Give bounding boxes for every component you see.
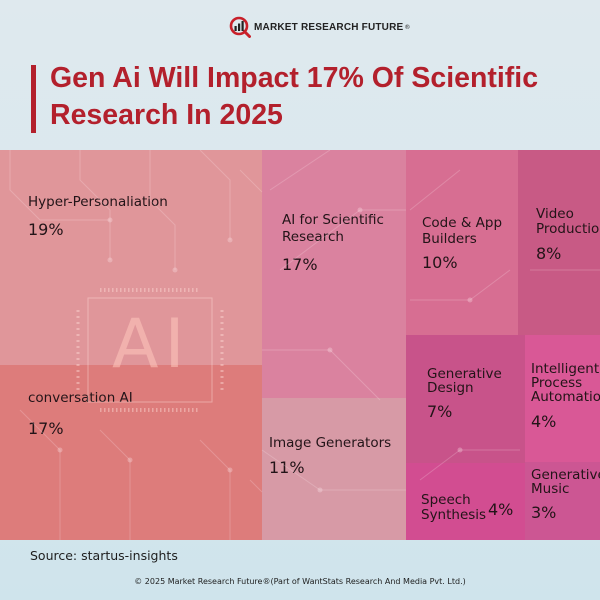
copyright-notice: © 2025 Market Research Future®(Part of W…	[134, 577, 466, 586]
tile-label: Generative	[531, 467, 600, 483]
tile-label: Intelligent	[531, 361, 600, 377]
tile-label: AI for Scientific	[282, 212, 384, 228]
page-title: Gen Ai Will Impact 17% Of Scientific Res…	[50, 60, 600, 134]
tile-label: Speech	[421, 492, 471, 508]
treemap-chart: Hyper-Personaliation 19% conversation AI…	[0, 150, 600, 540]
tile-value: 7%	[427, 402, 453, 421]
tile-label: Research	[282, 229, 344, 245]
tile-label: Music	[531, 481, 570, 497]
tile-ai-for-scientific-research: AI for Scientific Research 17%	[262, 150, 406, 398]
tile-value: 10%	[422, 253, 458, 272]
tile-value: 8%	[536, 244, 562, 263]
tile-value: 4%	[531, 412, 557, 431]
tile-hyper-personalization: Hyper-Personaliation 19%	[0, 150, 262, 365]
tile-video-production: Video Production 8%	[518, 150, 600, 335]
brand-name: MARKET RESEARCH FUTURE	[254, 21, 404, 33]
tile-label: Production	[536, 221, 600, 237]
title-line-1: Gen Ai Will Impact 17% Of Scientific	[50, 62, 539, 94]
tile-code-app-builders: Code & App Builders 10%	[406, 150, 518, 335]
tile-value: 3%	[531, 503, 557, 522]
tile-label: Design	[427, 380, 474, 396]
tile-value: 17%	[28, 419, 64, 438]
tile-label: Image Generators	[269, 435, 392, 451]
source-note: Source: startus-insights	[30, 548, 178, 563]
tile-speech-synthesis: Speech Synthesis 4%	[406, 463, 525, 540]
tile-value: 4%	[488, 500, 514, 519]
tile-label: Hyper-Personaliation	[28, 194, 168, 210]
tile-image-generators: Image Generators 11%	[262, 398, 406, 540]
tile-conversation-ai: conversation AI 17%	[0, 365, 262, 540]
tile-value: 19%	[28, 220, 64, 239]
registered-mark: ®	[404, 23, 411, 31]
tile-label: Generative	[427, 366, 502, 382]
title-accent-bar	[31, 65, 36, 133]
ai-watermark-text: AI	[112, 305, 191, 384]
tile-label: conversation AI	[28, 390, 133, 406]
tile-label: Code & App	[422, 215, 503, 231]
tile-label: Process	[531, 375, 583, 391]
tile-generative-design: Generative Design 7%	[406, 335, 525, 463]
tile-label: Builders	[422, 231, 477, 247]
tile-label: Video	[536, 206, 574, 222]
tile-value: 17%	[282, 255, 318, 274]
title-line-2: Research In 2025	[50, 99, 283, 131]
tile-value: 11%	[269, 458, 305, 477]
tile-label: Automation	[531, 389, 600, 405]
tile-intelligent-process-automation: Intelligent Process Automation 4%	[525, 335, 600, 462]
brand-logo: MARKET RESEARCH FUTURE ®	[229, 14, 410, 40]
tile-label: Synthesis	[421, 507, 487, 523]
magnifier-bar-chart-icon	[229, 16, 251, 38]
tile-generative-music: Generative Music 3%	[525, 462, 600, 540]
